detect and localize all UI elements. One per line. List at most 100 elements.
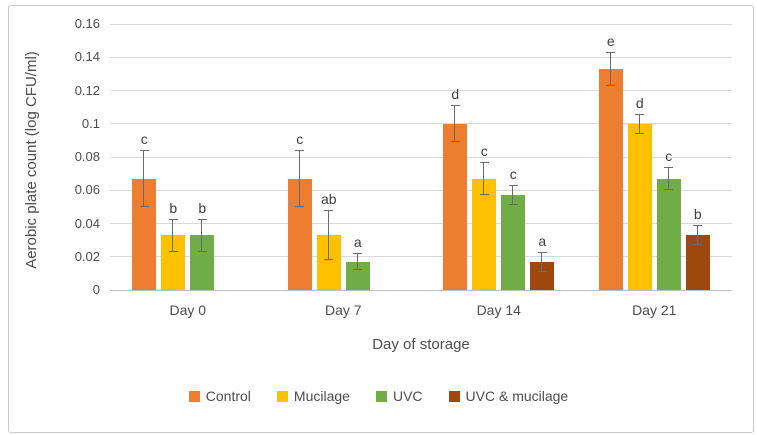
significance-letter: a bbox=[538, 232, 547, 249]
error-bar-cap-bottom bbox=[635, 132, 645, 134]
legend-item-mucilage: Mucilage bbox=[276, 388, 350, 404]
gridline bbox=[110, 56, 732, 58]
legend-item-uvc-mucilage: UVC & mucilage bbox=[448, 388, 569, 404]
error-bar-cap-top bbox=[353, 253, 363, 255]
legend-swatch-icon bbox=[188, 390, 200, 402]
error-bar-line bbox=[327, 210, 329, 261]
gridline bbox=[110, 23, 732, 25]
error-bar-cap-top bbox=[537, 251, 547, 253]
error-bar-line bbox=[638, 113, 640, 134]
legend-label: UVC bbox=[392, 388, 423, 404]
gridline bbox=[110, 189, 732, 191]
significance-letter: d bbox=[451, 86, 460, 103]
error-bar-line bbox=[454, 105, 456, 143]
error-bar bbox=[635, 113, 645, 134]
legend-label: UVC & mucilage bbox=[465, 388, 569, 404]
bar-control bbox=[132, 178, 157, 290]
error-bar-cap-bottom bbox=[537, 270, 547, 272]
bar-uvc bbox=[190, 235, 215, 290]
y-tick-label: 0.16 bbox=[74, 16, 100, 31]
significance-letter: c bbox=[480, 142, 488, 159]
error-bar-cap-bottom bbox=[197, 250, 207, 252]
error-bar bbox=[508, 185, 518, 206]
error-bar-line bbox=[356, 253, 358, 271]
error-bar-line bbox=[609, 52, 611, 86]
error-bar-line bbox=[696, 225, 698, 246]
error-bar-cap-bottom bbox=[479, 194, 489, 196]
error-bar-cap-top bbox=[479, 161, 489, 163]
gridline bbox=[110, 156, 732, 158]
y-tick-label: 0.12 bbox=[74, 82, 100, 98]
bar-uvc bbox=[345, 261, 370, 290]
legend-swatch-icon bbox=[276, 390, 288, 402]
error-bar-cap-bottom bbox=[353, 269, 363, 271]
error-bar-line bbox=[143, 150, 145, 207]
significance-letter: ab bbox=[320, 191, 337, 208]
bar-mucilage bbox=[316, 235, 341, 290]
error-bar-cap-bottom bbox=[139, 205, 149, 207]
error-bar bbox=[450, 105, 460, 143]
error-bar-cap-top bbox=[197, 218, 207, 220]
gridline bbox=[110, 223, 732, 224]
legend-label: Mucilage bbox=[293, 388, 350, 404]
x-category-label: Day 7 bbox=[324, 302, 362, 318]
gridline bbox=[110, 256, 732, 258]
legend: Control Mucilage UVC UVC & mucilage bbox=[0, 388, 757, 404]
error-bar-line bbox=[483, 161, 485, 196]
legend-swatch-icon bbox=[375, 390, 387, 402]
error-bar-cap-top bbox=[450, 105, 460, 107]
x-axis-title: Day of storage bbox=[372, 336, 470, 353]
error-bar bbox=[606, 52, 616, 86]
error-bar-cap-top bbox=[139, 150, 149, 152]
significance-letter: c bbox=[140, 131, 148, 148]
y-tick-label: 0.04 bbox=[74, 215, 100, 231]
y-tick-label: 0.02 bbox=[74, 248, 100, 264]
error-bar bbox=[295, 150, 305, 207]
significance-letter: c bbox=[296, 131, 304, 148]
significance-letter: b bbox=[169, 199, 178, 216]
error-bar-line bbox=[667, 166, 669, 191]
x-category-label: Day 14 bbox=[476, 302, 521, 318]
error-bar-cap-bottom bbox=[606, 84, 616, 86]
error-bar-line bbox=[512, 185, 514, 206]
error-bar bbox=[664, 166, 674, 191]
error-bar-cap-top bbox=[295, 150, 305, 152]
error-bar-cap-top bbox=[693, 225, 703, 227]
y-tick-label: 0.1 bbox=[81, 115, 100, 131]
error-bar-cap-bottom bbox=[664, 189, 674, 191]
significance-letter: a bbox=[353, 234, 362, 251]
bar-control bbox=[287, 178, 312, 290]
error-bar-cap-top bbox=[606, 52, 616, 54]
legend-item-control: Control bbox=[188, 388, 251, 404]
significance-letter: e bbox=[606, 33, 615, 50]
legend-swatch-icon bbox=[448, 390, 460, 402]
y-tick-label: 0 bbox=[92, 282, 100, 297]
bar-uvc bbox=[656, 178, 681, 290]
error-bar bbox=[353, 253, 363, 271]
error-bar-cap-top bbox=[508, 185, 518, 187]
bar-control bbox=[598, 68, 623, 290]
significance-letter: d bbox=[635, 94, 644, 111]
error-bar-cap-top bbox=[324, 210, 334, 212]
x-axis-line bbox=[110, 289, 732, 291]
legend-item-uvc: UVC bbox=[375, 388, 423, 404]
gridline bbox=[110, 123, 732, 125]
legend-label: Control bbox=[205, 388, 251, 404]
significance-letter: c bbox=[509, 166, 517, 183]
error-bar-line bbox=[201, 218, 203, 252]
error-bar-cap-bottom bbox=[508, 204, 518, 206]
significance-letter: b bbox=[693, 206, 702, 223]
error-bar-cap-bottom bbox=[693, 244, 703, 246]
x-category-label: Day 21 bbox=[632, 302, 677, 318]
error-bar bbox=[197, 218, 207, 252]
error-bar-cap-bottom bbox=[295, 205, 305, 207]
error-bar bbox=[693, 225, 703, 246]
error-bar-cap-bottom bbox=[324, 259, 334, 261]
error-bar bbox=[324, 210, 334, 261]
error-bar-cap-top bbox=[664, 166, 674, 168]
bar-uvc-mucilage bbox=[530, 261, 555, 290]
bar-control bbox=[443, 123, 468, 290]
error-bar-cap-top bbox=[168, 218, 178, 220]
error-bar-cap-bottom bbox=[168, 250, 178, 252]
